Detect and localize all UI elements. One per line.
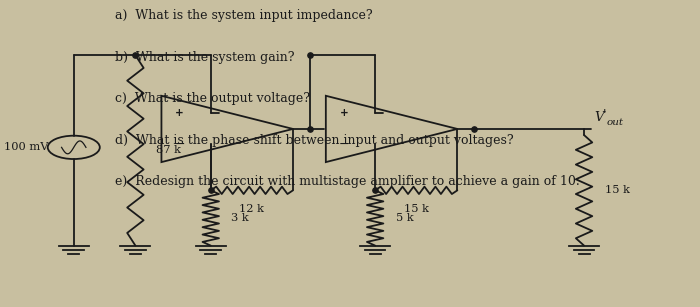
Text: −: −	[339, 138, 349, 151]
Text: c)  What is the output voltage?: c) What is the output voltage?	[115, 92, 310, 105]
Text: +: +	[175, 108, 184, 119]
Text: d)  What is the phase shift between input and output voltages?: d) What is the phase shift between input…	[115, 134, 514, 146]
Text: ': '	[603, 109, 607, 122]
Text: 15 k: 15 k	[404, 204, 428, 214]
Text: +: +	[340, 108, 349, 119]
Text: 87 k: 87 k	[156, 146, 181, 155]
Text: out: out	[607, 118, 624, 127]
Text: b)  What is the system gain?: b) What is the system gain?	[115, 51, 295, 64]
Text: 5 k: 5 k	[395, 213, 413, 223]
Text: e)  Redesign the circuit with multistage amplifier to achieve a gain of 10.: e) Redesign the circuit with multistage …	[115, 175, 580, 188]
Text: a)  What is the system input impedance?: a) What is the system input impedance?	[115, 9, 372, 22]
Text: −: −	[174, 138, 185, 151]
Text: 100 mV: 100 mV	[4, 142, 48, 152]
Text: V: V	[594, 111, 604, 124]
Text: 12 k: 12 k	[239, 204, 265, 214]
Text: 15 k: 15 k	[605, 185, 629, 195]
Text: 3 k: 3 k	[231, 213, 249, 223]
